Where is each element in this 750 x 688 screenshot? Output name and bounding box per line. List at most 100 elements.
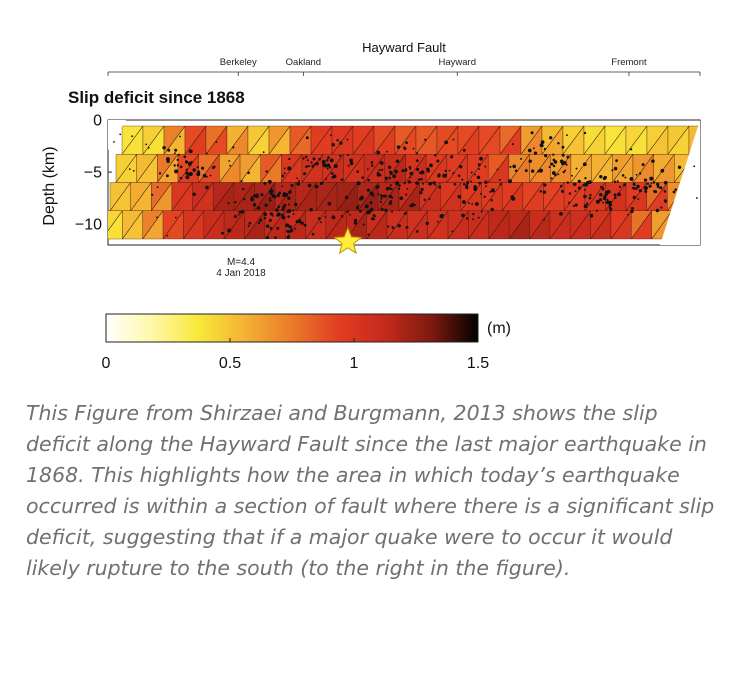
seismicity-dot [613, 180, 617, 183]
seismicity-dot [330, 134, 332, 137]
seismicity-dot [498, 178, 501, 181]
fault-label: Hayward Fault [362, 40, 446, 55]
seismicity-dot [457, 174, 461, 178]
seismicity-dot [340, 178, 344, 181]
seismicity-dot [614, 196, 617, 199]
seismicity-dot [550, 162, 554, 166]
seismicity-dot [373, 214, 376, 218]
seismicity-dot [624, 176, 627, 179]
mesh-edge [457, 125, 480, 155]
seismicity-dot [616, 180, 619, 183]
seismicity-dot [464, 185, 469, 189]
seismicity-dot [461, 178, 464, 181]
seismicity-dot [267, 179, 272, 184]
seismicity-dot [247, 224, 250, 228]
mesh-edge [239, 154, 261, 183]
seismicity-dot [262, 151, 265, 154]
seismicity-dot [552, 158, 556, 162]
seismicity-dot [353, 221, 357, 225]
seismicity-dot [557, 142, 560, 145]
seismicity-dot [397, 224, 401, 228]
seismicity-dot [269, 191, 273, 195]
colorbar [105, 313, 479, 343]
seismicity-dot [292, 209, 295, 212]
seismicity-dot [416, 167, 420, 171]
seismicity-dot [215, 141, 218, 144]
seismicity-dot [396, 145, 401, 149]
seismicity-dot [376, 150, 381, 155]
location-ticks: Berkeley Oakland Hayward Fremont [220, 57, 647, 76]
y-axis-label: Depth (km) [41, 146, 58, 225]
seismicity-dot [461, 200, 466, 204]
seismicity-dot [539, 168, 543, 173]
seismicity-dot [307, 183, 312, 188]
seismicity-dot [370, 207, 373, 210]
seismicity-dot [603, 175, 607, 180]
mesh-edge [481, 182, 503, 211]
seismicity-dot [461, 213, 465, 218]
seismicity-dot [256, 193, 259, 196]
seismicity-dot [361, 176, 364, 179]
seismicity-dot [294, 202, 298, 207]
seismicity-dot [583, 204, 588, 208]
location-tick-label: Berkeley [220, 57, 257, 68]
seismicity-dot [287, 196, 291, 200]
location-tick-label: Fremont [611, 57, 647, 68]
seismicity-dot [364, 204, 369, 209]
seismicity-dot [405, 141, 408, 145]
mesh-edge [415, 125, 438, 155]
seismicity-dot [530, 131, 534, 135]
seismicity-dot [589, 194, 592, 197]
seismicity-dot [233, 215, 237, 218]
seismicity-dot [663, 199, 668, 203]
seismicity-dot [542, 190, 547, 194]
seismicity-dot [359, 209, 362, 213]
seismicity-dot [380, 207, 384, 211]
mesh-edge [213, 182, 235, 211]
mesh-edge [136, 154, 158, 183]
seismicity-dot [268, 199, 272, 202]
colorbar-tick-label: 0 [102, 355, 111, 372]
seismicity-dot [638, 189, 642, 193]
seismicity-dot [349, 213, 351, 216]
event-magnitude: M=4.4 [227, 257, 256, 268]
seismicity-dot [663, 189, 666, 192]
seismicity-dot [288, 190, 292, 194]
seismicity-dot [613, 166, 618, 171]
seismicity-dot [263, 212, 267, 216]
seismicity-dot [479, 156, 483, 161]
seismicity-dot [630, 209, 634, 214]
seismicity-dot [561, 145, 565, 149]
seismicity-dot [331, 143, 335, 147]
colorbar-tick-label: 1.5 [467, 355, 489, 372]
seismicity-dot [550, 177, 553, 180]
seismicity-dot [453, 183, 457, 186]
seismicity-dot [595, 209, 598, 212]
seismicity-dot [167, 148, 171, 152]
seismicity-dot [387, 165, 392, 169]
seismicity-dot [623, 183, 627, 187]
seismicity-dot [147, 147, 150, 149]
y-tick-label: −5 [84, 165, 102, 182]
seismicity-dot [234, 201, 237, 204]
seismicity-dot [485, 185, 487, 188]
seismicity-dot [613, 193, 617, 196]
seismicity-dot [281, 205, 284, 208]
seismicity-dot [390, 187, 393, 191]
seismicity-dot [379, 200, 383, 203]
seismicity-dot [276, 226, 280, 230]
seismicity-dot [304, 155, 308, 159]
seismicity-dot [327, 201, 332, 206]
seismicity-dot [156, 216, 158, 219]
mesh-edge [440, 182, 462, 211]
seismicity-dot [434, 184, 437, 187]
seismicity-dot [264, 203, 268, 207]
mesh-edge [570, 210, 591, 240]
mesh-edge [373, 125, 396, 155]
seismicity-dot [577, 179, 581, 183]
seismicity-dot [557, 173, 560, 176]
seismicity-dot [188, 161, 192, 165]
seismicity-dot [554, 173, 557, 177]
seismicity-dot [192, 168, 196, 172]
seismicity-dot [237, 214, 240, 216]
